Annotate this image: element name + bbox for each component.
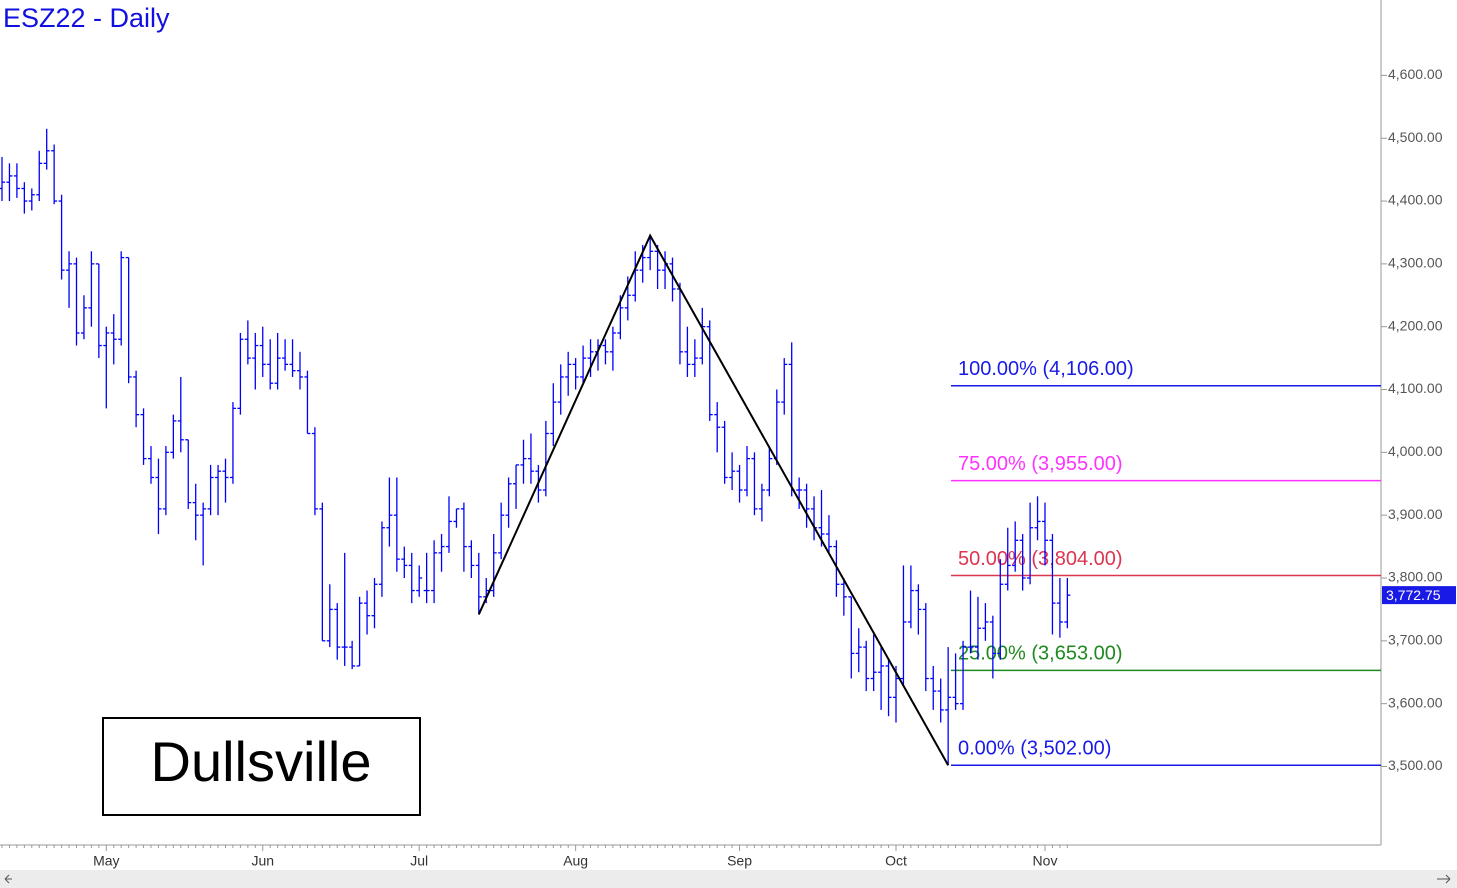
y-tick-label: 3,900.00 bbox=[1388, 506, 1443, 522]
y-tick-label: 3,800.00 bbox=[1388, 569, 1443, 585]
scrollbar[interactable] bbox=[0, 870, 1457, 888]
y-tick-label: 3,600.00 bbox=[1388, 694, 1443, 710]
trendline bbox=[477, 233, 950, 766]
y-tick-label: 3,700.00 bbox=[1388, 632, 1443, 648]
chart-title: ESZ22 - Daily bbox=[3, 3, 170, 33]
x-tick-label: Aug bbox=[563, 853, 588, 869]
y-tick-label: 4,500.00 bbox=[1388, 129, 1443, 145]
x-tick-label: Sep bbox=[727, 853, 752, 869]
annotation-box bbox=[102, 717, 421, 816]
y-tick-label: 4,400.00 bbox=[1388, 192, 1443, 208]
fib-label: 25.00% (3,653.00) bbox=[958, 643, 1123, 665]
x-tick-label: May bbox=[93, 853, 119, 869]
last-price-label: 3,772.75 bbox=[1386, 587, 1441, 603]
x-tick-label: Nov bbox=[1033, 853, 1058, 869]
y-tick-label: 4,000.00 bbox=[1388, 443, 1443, 459]
annotation: Dullsville bbox=[151, 730, 372, 793]
y-tick-label: 4,200.00 bbox=[1388, 317, 1443, 333]
scroll-left[interactable] bbox=[4, 874, 12, 884]
fib-label: 0.00% (3,502.00) bbox=[958, 737, 1111, 759]
x-tick-label: Jul bbox=[410, 853, 428, 869]
y-tick-label: 4,300.00 bbox=[1388, 255, 1443, 271]
x-tick-label: Jun bbox=[251, 853, 274, 869]
fib-label: 100.00% (4,106.00) bbox=[958, 358, 1134, 380]
y-tick-label: 3,500.00 bbox=[1388, 757, 1443, 773]
y-tick-label: 4,100.00 bbox=[1388, 380, 1443, 396]
fib-label: 50.00% (3,804.00) bbox=[958, 548, 1123, 570]
y-tick-label: 4,600.00 bbox=[1388, 66, 1443, 82]
x-tick-label: Oct bbox=[885, 853, 907, 869]
last-price-box bbox=[1382, 586, 1456, 605]
fib-label: 75.00% (3,955.00) bbox=[958, 453, 1123, 475]
scroll-right[interactable] bbox=[1437, 874, 1451, 884]
